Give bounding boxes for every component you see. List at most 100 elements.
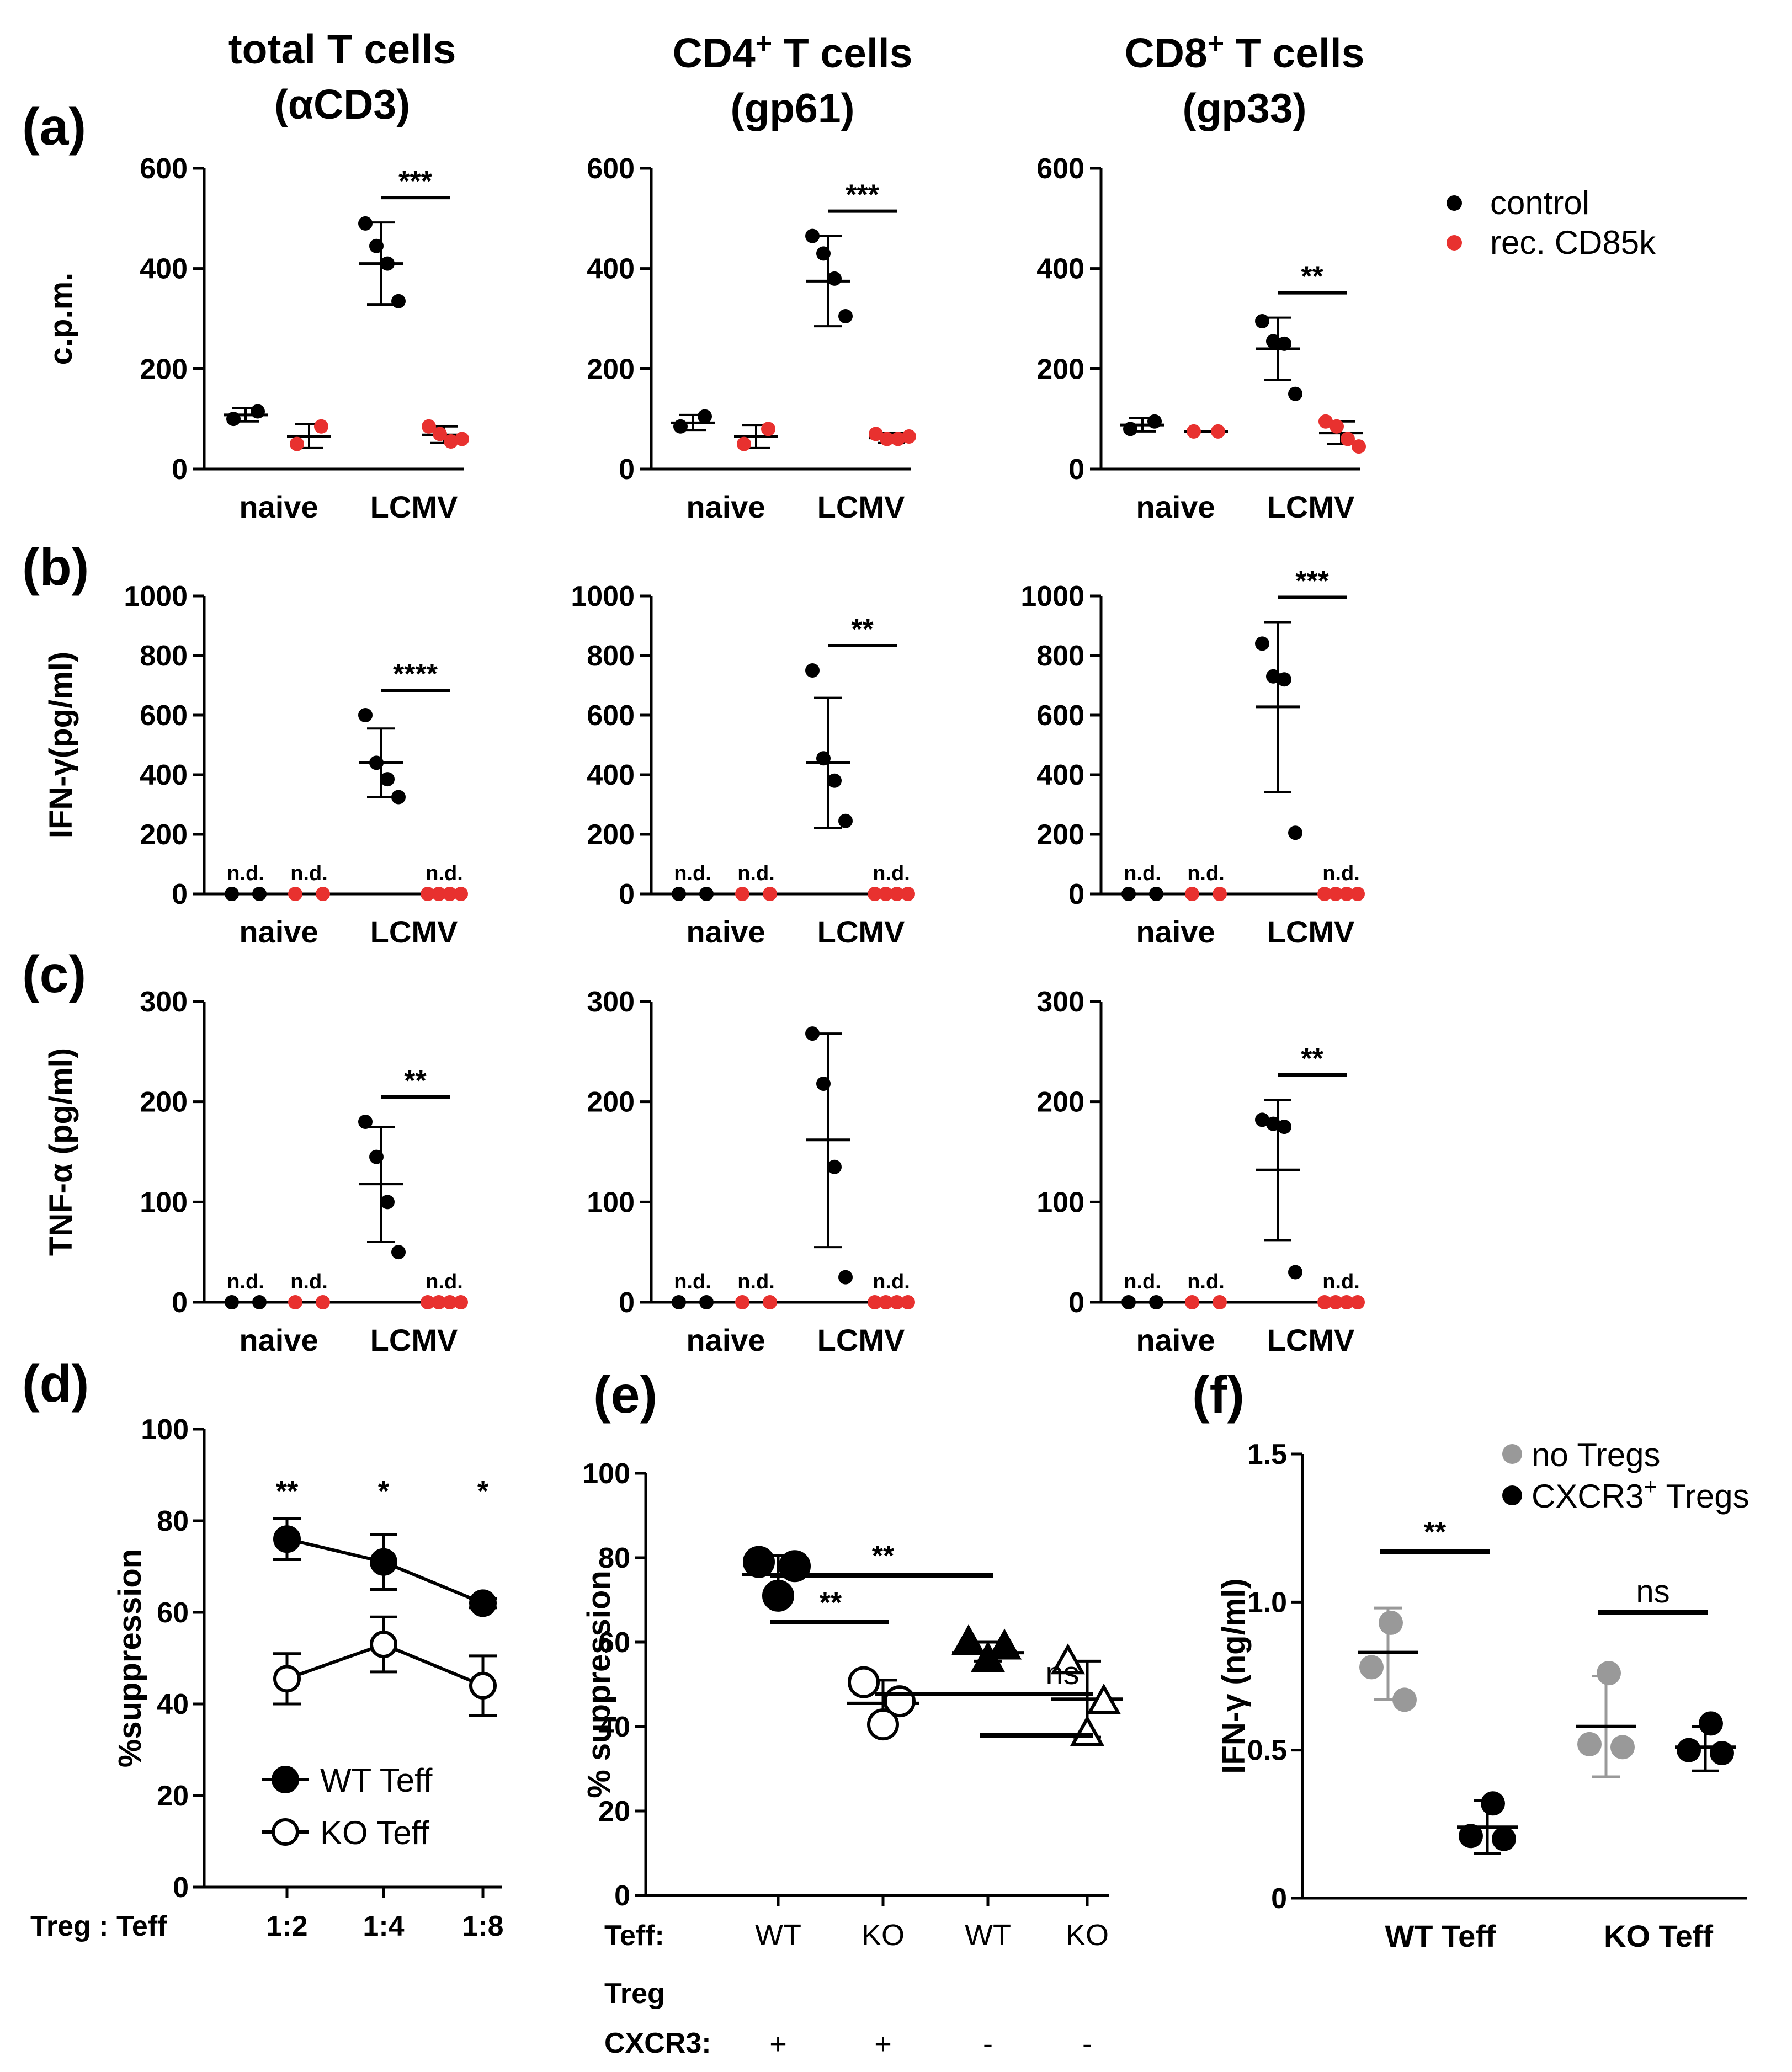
y-tick-label: 100	[1036, 1186, 1084, 1218]
sig-label: ns	[1045, 1655, 1079, 1691]
x-tick-label: naive	[239, 1323, 318, 1357]
y-tick-label: 800	[140, 640, 188, 672]
legend-cxcr3-suffix: Tregs	[1657, 1478, 1750, 1515]
data-point	[1288, 1265, 1302, 1280]
data-point	[433, 427, 447, 441]
data-point	[369, 1149, 384, 1164]
y-tick-label: 200	[1036, 1086, 1084, 1118]
row-label-c: (c)	[22, 945, 86, 1004]
panel-label-f: (f)	[1192, 1366, 1245, 1424]
y-tick-label: 600	[1036, 153, 1084, 185]
nd-label: n.d.	[1187, 1270, 1225, 1293]
sig-label: **	[276, 1476, 299, 1508]
row1-value: WT	[755, 1919, 801, 1952]
data-point	[1149, 887, 1163, 901]
data-point	[432, 1295, 446, 1309]
y-tick-label: 400	[140, 759, 188, 791]
x-tick-label: LCMV	[817, 914, 905, 949]
y-tick-label: 80	[598, 1542, 630, 1574]
sig-label: **	[1424, 1516, 1447, 1548]
legend-cxcr3-label: CXCR3+ Tregs	[1532, 1473, 1750, 1515]
data-point	[816, 751, 831, 766]
nd-label: n.d.	[737, 1270, 775, 1293]
data-point	[890, 1295, 904, 1309]
row-label-b: (b)	[22, 538, 89, 596]
data-point	[469, 1589, 497, 1617]
data-point	[890, 887, 904, 901]
data-point	[1392, 1687, 1417, 1712]
data-point	[288, 1295, 302, 1309]
data-point	[421, 887, 435, 901]
chart-a-1: 0 200 400 600 naive LCMV ***	[587, 153, 916, 524]
data-point	[422, 419, 436, 434]
data-point	[868, 1295, 882, 1309]
y-tick-label: 1.0	[1247, 1586, 1287, 1618]
cd8-name: CD8	[1125, 30, 1208, 76]
data-point	[879, 887, 893, 901]
row-label-a: (a)	[22, 98, 86, 156]
data-point	[1211, 424, 1225, 439]
data-point	[391, 1245, 406, 1260]
row2-value: +	[874, 2027, 892, 2060]
legend-marker	[272, 1766, 299, 1793]
nd-label: n.d.	[674, 862, 711, 885]
data-point	[868, 887, 882, 901]
data-point	[226, 412, 241, 427]
nd-label: n.d.	[290, 862, 328, 885]
y-tick-label: 600	[1036, 700, 1084, 732]
y-tick-label: 600	[140, 700, 188, 732]
sig-label: ***	[846, 179, 879, 211]
data-point	[1277, 336, 1291, 351]
y-axis-label: IFN-γ(pg/ml)	[43, 652, 79, 838]
sig-label: ns	[1636, 1574, 1669, 1610]
data-point	[763, 1295, 777, 1309]
data-point	[358, 216, 373, 231]
data-point	[1255, 636, 1269, 651]
y-tick-label: 200	[140, 819, 188, 851]
x-tick-label: LCMV	[1267, 489, 1355, 524]
data-point	[951, 1624, 986, 1655]
data-point	[316, 1295, 330, 1309]
row2-label-b: CXCR3:	[604, 2027, 711, 2059]
y-axis-label: TNF-α (pg/ml)	[43, 1048, 79, 1256]
data-point	[1255, 1112, 1269, 1127]
y-tick-label: 400	[1036, 759, 1084, 791]
data-point	[869, 427, 883, 441]
data-point	[1187, 424, 1201, 439]
data-point	[987, 1628, 1022, 1660]
data-point	[444, 434, 458, 449]
data-point	[1213, 1295, 1227, 1309]
data-point	[1185, 887, 1199, 901]
x-tick-label: LCMV	[370, 1323, 458, 1357]
data-point	[1277, 1120, 1291, 1134]
data-point	[1255, 314, 1269, 329]
data-point	[699, 887, 714, 901]
data-point	[763, 887, 777, 901]
sig-label: *	[378, 1476, 390, 1508]
chart-e: (e) 0 20 40 60 80 100 % suppression Teff: Treg CXC…	[581, 1366, 1123, 2060]
data-point	[1121, 887, 1136, 901]
data-point	[225, 1295, 239, 1309]
row1-value: KO	[862, 1919, 905, 1952]
data-point	[380, 1195, 395, 1210]
data-point	[698, 409, 712, 424]
data-point	[273, 1665, 301, 1693]
x-tick-label: naive	[239, 489, 318, 524]
y-tick-label: 200	[587, 353, 635, 385]
y-tick-label: 0	[619, 454, 635, 486]
y-tick-label: 600	[140, 153, 188, 185]
data-point	[1266, 669, 1280, 684]
sig-label: **	[404, 1065, 427, 1097]
x-tick-label: LCMV	[1267, 914, 1355, 949]
chart-c-2: 0 100 200 300 naive LCMV n.d. n.d. n.d. **	[1036, 986, 1365, 1357]
y-tick-label: 800	[1036, 640, 1084, 672]
column-header-cd4-line2: (gp61)	[731, 85, 855, 131]
chart-a-0: 0 200 400 600 c.p.m. naive LCMV ***	[43, 153, 469, 524]
legend-control-label: control	[1490, 184, 1589, 221]
x-tick-label: LCMV	[817, 489, 905, 524]
x-axis-prefix: Treg : Teff	[30, 1910, 167, 1942]
panel-label-d: (d)	[22, 1355, 89, 1413]
y-tick-label: 300	[587, 986, 635, 1018]
x-tick-label: LCMV	[1267, 1323, 1355, 1357]
nd-label: n.d.	[674, 1270, 711, 1293]
